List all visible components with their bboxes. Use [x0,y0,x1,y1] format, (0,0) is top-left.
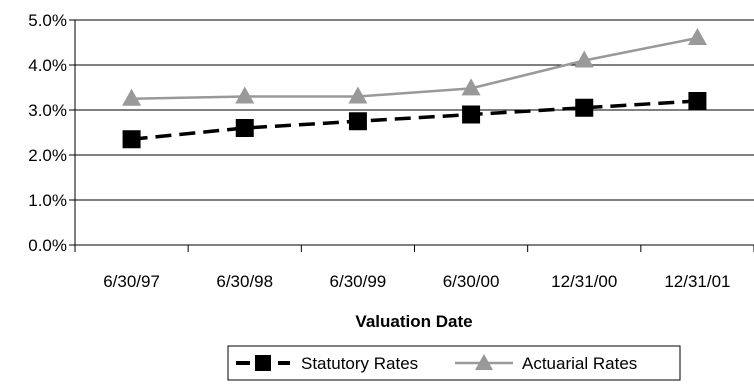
point-actuarial-rates [687,28,707,45]
x-tick-label: 6/30/99 [330,272,387,291]
axes [69,19,754,252]
x-tick-label: 6/30/97 [103,272,160,291]
y-tick-label: 3.0% [28,101,67,120]
point-actuarial-rates [235,86,255,104]
y-tick-label: 0.0% [28,236,67,255]
legend-box [227,345,681,381]
point-statutory-rates [235,119,254,137]
gridlines [75,19,754,201]
series-line-actuarial-rates [131,36,698,100]
y-tick-label: 5.0% [28,11,67,30]
x-axis-label: Valuation Date [355,312,472,331]
legend-statutory-marker [255,355,271,371]
x-tick-labels: 6/30/97 6/30/98 6/30/99 6/30/00 12/31/00 12/3… [103,272,730,291]
series-line-statutory-rates [131,99,698,141]
y-tick-label: 1.0% [28,191,67,210]
series-group [122,28,707,149]
point-actuarial-rates [348,86,368,104]
point-statutory-rates [462,105,481,124]
legend-actuarial-label: Actuarial Rates [522,354,637,373]
point-statutory-rates [575,98,594,117]
x-tick-label: 12/31/01 [664,272,730,291]
y-tick-label: 2.0% [28,146,67,165]
point-actuarial-rates [574,50,594,68]
x-tick-label: 6/30/98 [216,272,273,291]
point-statutory-rates [688,92,707,110]
point-actuarial-rates [122,88,142,106]
y-tick-labels: 0.0% 1.0% 2.0% 3.0% 4.0% 5.0% [28,11,67,255]
x-tick-label: 6/30/00 [443,272,500,291]
point-statutory-rates [348,112,367,131]
legend-actuarial-marker [475,354,493,370]
legend: Statutory Rates Actuarial Rates [227,345,681,381]
point-actuarial-rates [461,78,481,96]
x-tick-label: 12/31/00 [551,272,617,291]
y-tick-label: 4.0% [28,56,67,75]
point-statutory-rates [122,130,141,149]
legend-statutory-label: Statutory Rates [301,354,418,373]
